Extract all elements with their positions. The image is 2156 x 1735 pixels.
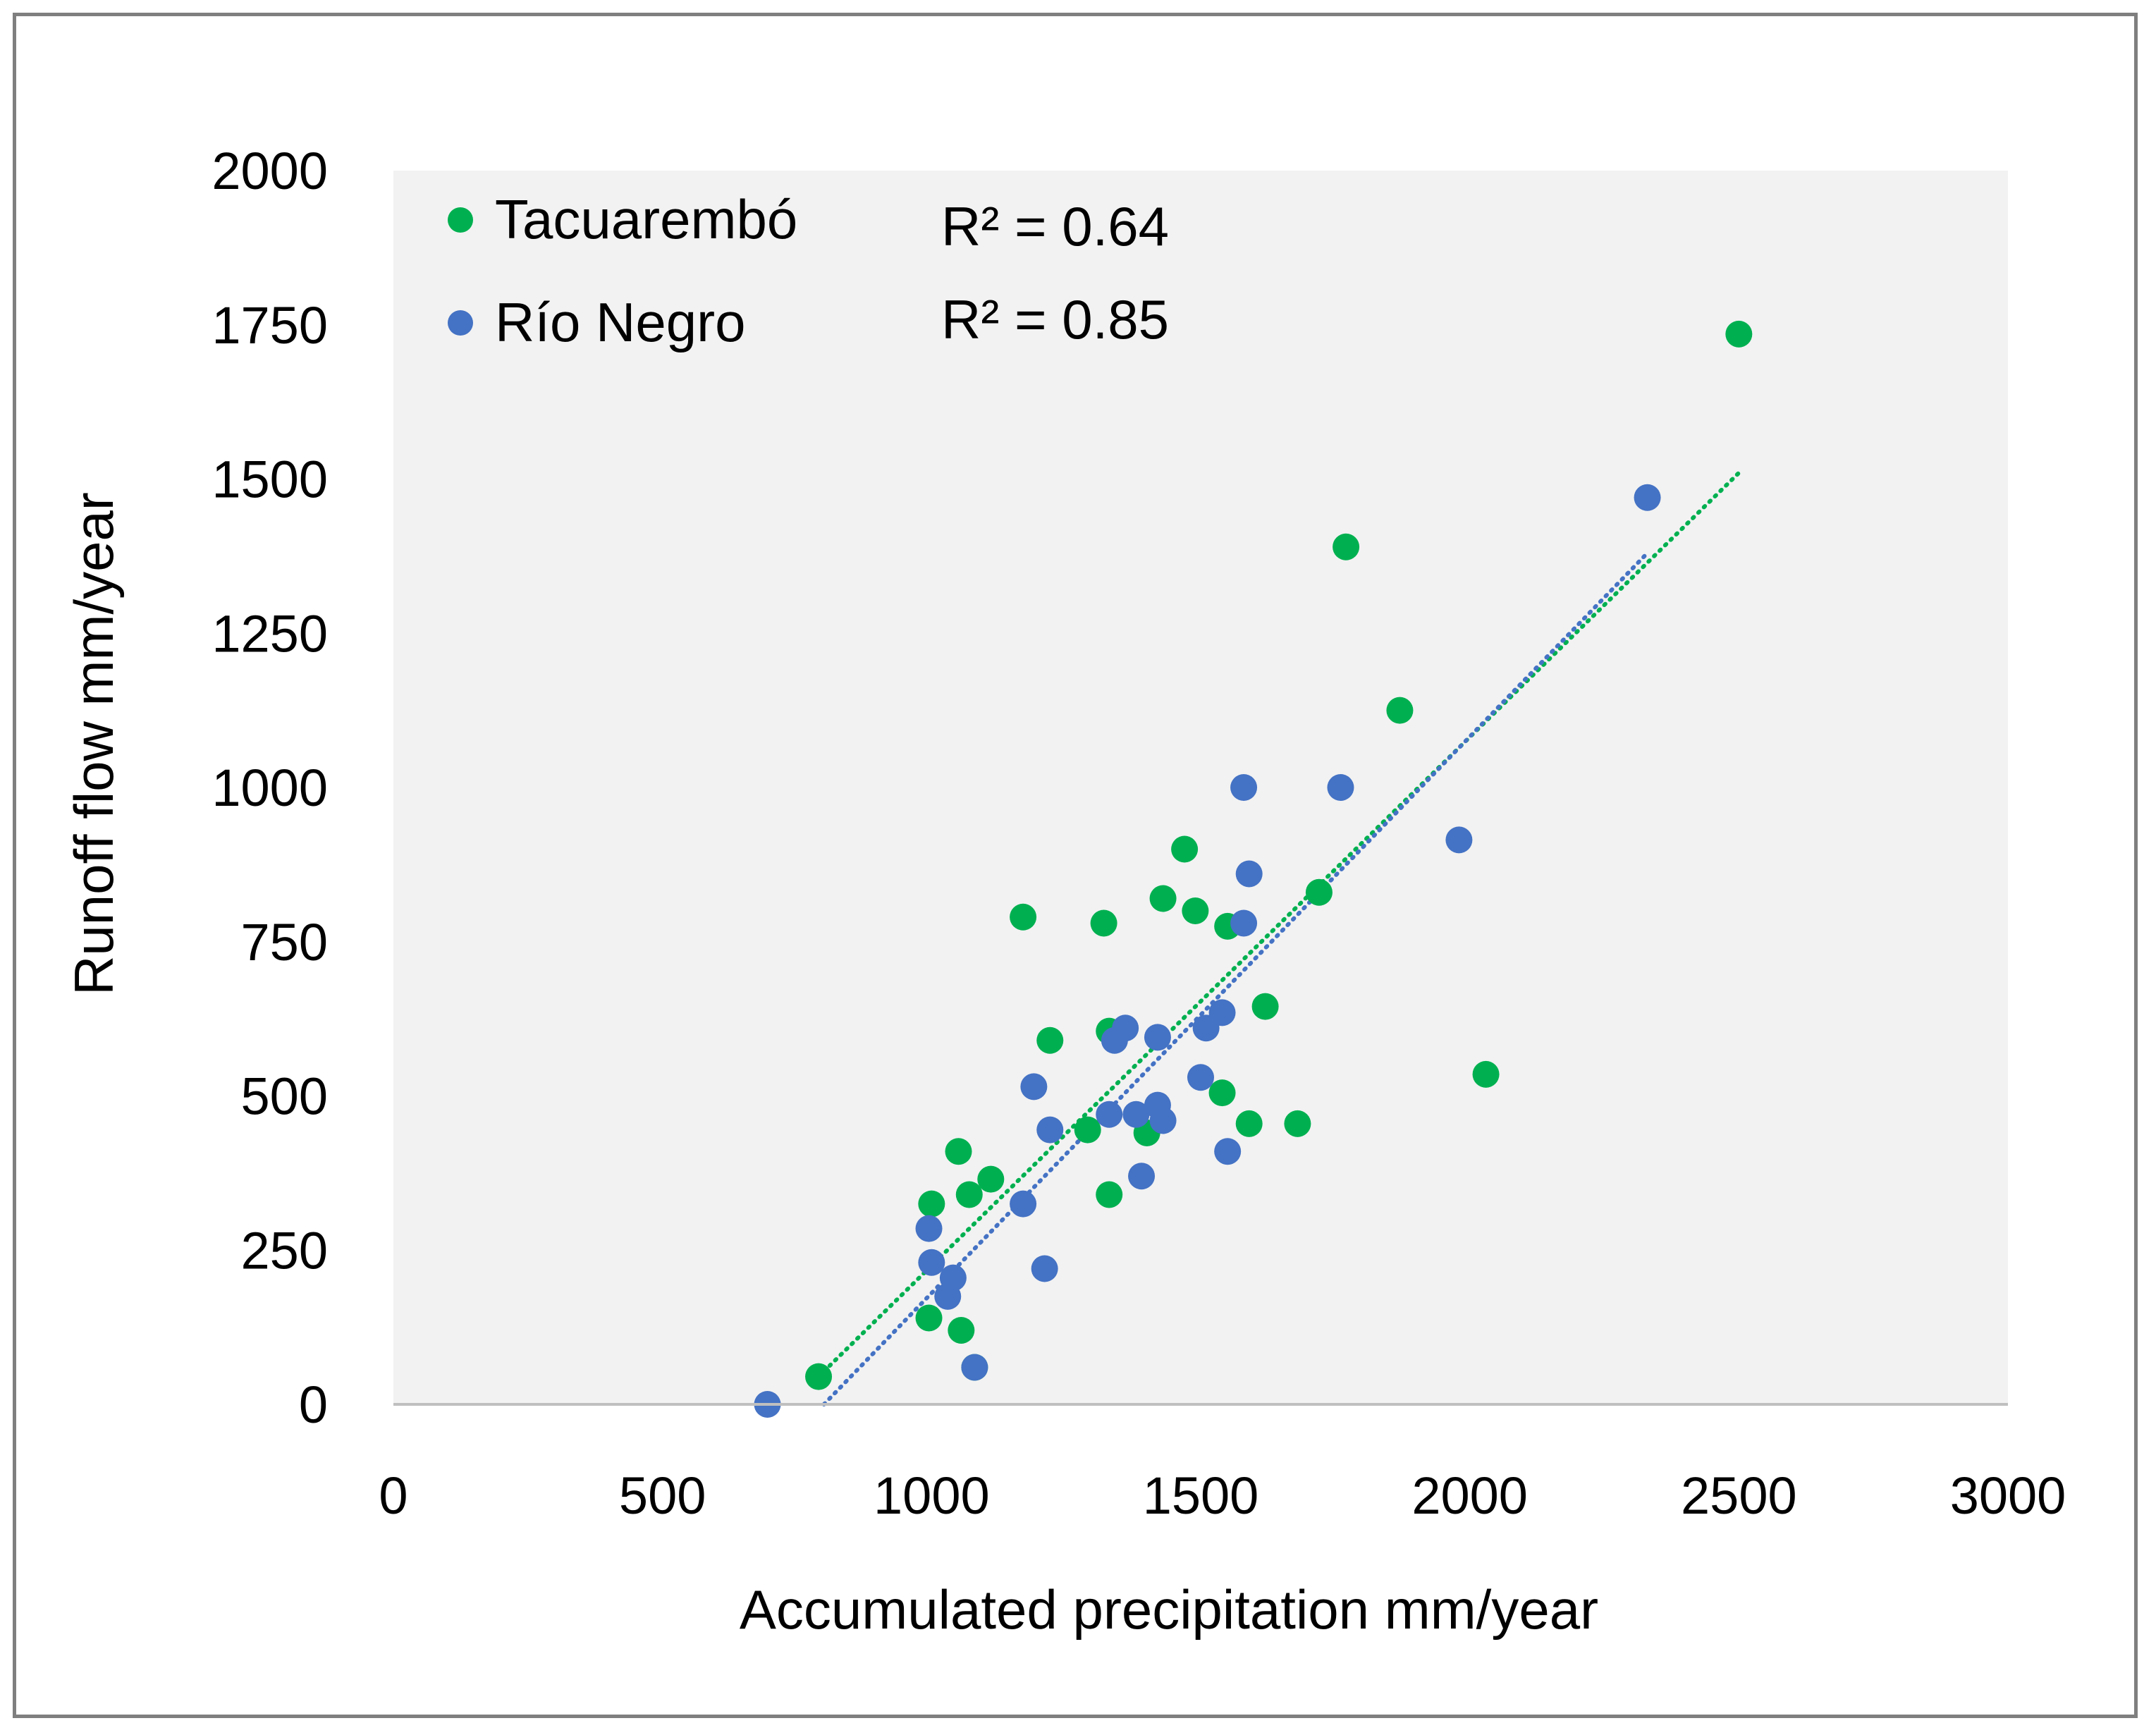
y-tick-label: 1250: [212, 604, 328, 663]
data-point-rio-negro: [1230, 909, 1258, 937]
legend-label-rio-negro: Río Negro: [495, 291, 746, 353]
data-point-tacuarembo: [1305, 878, 1333, 906]
data-point-tacuarembo: [918, 1190, 945, 1218]
x-tick-label: 2500: [1681, 1466, 1797, 1525]
x-tick-label: 1500: [1143, 1466, 1259, 1525]
y-tick-label: 1000: [212, 759, 328, 817]
y-tick-label: 1500: [212, 450, 328, 509]
y-tick-label: 0: [299, 1375, 328, 1434]
data-point-rio-negro: [1112, 1014, 1139, 1042]
data-point-rio-negro: [915, 1215, 943, 1242]
data-point-tacuarembo: [1036, 1026, 1064, 1054]
plot-area: [393, 171, 2008, 1404]
data-point-tacuarembo: [805, 1363, 833, 1390]
data-points: [754, 320, 1753, 1418]
data-point-tacuarembo: [1149, 885, 1177, 912]
data-point-tacuarembo: [945, 1138, 972, 1165]
r2-label-tacuarembo: R² = 0.64: [941, 195, 1169, 257]
data-point-rio-negro: [1128, 1163, 1156, 1190]
data-point-rio-negro: [1235, 860, 1263, 888]
data-point-rio-negro: [1096, 1101, 1123, 1128]
legend-label-tacuarembo: Tacuarembó: [495, 188, 797, 250]
data-point-tacuarembo: [955, 1181, 983, 1208]
data-point-tacuarembo: [1182, 897, 1209, 924]
x-tick-label: 500: [619, 1466, 706, 1525]
y-tick-label: 250: [241, 1221, 328, 1280]
data-point-tacuarembo: [1090, 909, 1117, 937]
data-point-tacuarembo: [1235, 1110, 1263, 1137]
data-point-rio-negro: [1031, 1255, 1058, 1282]
data-point-tacuarembo: [1333, 533, 1360, 560]
data-point-rio-negro: [1214, 1138, 1242, 1165]
data-point-rio-negro: [1230, 774, 1258, 801]
data-point-rio-negro: [939, 1264, 967, 1292]
trendlines: [816, 470, 1741, 1406]
data-point-tacuarembo: [1171, 835, 1199, 863]
x-tick-label: 0: [379, 1466, 408, 1525]
y-tick-label: 500: [241, 1067, 328, 1126]
data-point-rio-negro: [1020, 1073, 1048, 1101]
tick-labels: 0 500 1000 1500 2000 2500 3000 0 250 500 750 1000 12…: [212, 142, 2066, 1525]
x-axis-title: Accumulated precipitation mm/year: [740, 1578, 1598, 1641]
legend: Tacuarembó Río Negro R² = 0.64 R² = 0.85: [448, 188, 1169, 353]
data-point-tacuarembo: [1386, 697, 1414, 724]
x-tick-label: 3000: [1950, 1466, 2066, 1525]
data-point-tacuarembo: [1010, 903, 1037, 931]
trendline-tacuarembo: [816, 470, 1741, 1379]
data-point-rio-negro: [1149, 1107, 1177, 1134]
data-point-tacuarembo: [1208, 1079, 1236, 1107]
data-point-tacuarembo: [1472, 1060, 1500, 1088]
data-point-rio-negro: [1144, 1024, 1171, 1051]
y-tick-label: 2000: [212, 142, 328, 200]
data-point-rio-negro: [1445, 826, 1473, 854]
y-tick-label: 1750: [212, 296, 328, 355]
data-point-tacuarembo: [1284, 1110, 1311, 1137]
data-point-tacuarembo: [977, 1165, 1005, 1193]
data-point-rio-negro: [1122, 1101, 1150, 1128]
legend-marker-tacuarembo: [448, 207, 473, 233]
data-point-rio-negro: [1187, 1064, 1214, 1091]
data-point-rio-negro: [1036, 1116, 1064, 1144]
trendline-rio-negro: [821, 551, 1650, 1406]
data-point-rio-negro: [1208, 999, 1236, 1026]
data-point-tacuarembo: [1251, 993, 1279, 1020]
data-point-rio-negro: [1010, 1190, 1037, 1218]
x-tick-label: 2000: [1411, 1466, 1528, 1525]
data-point-rio-negro: [1327, 774, 1354, 801]
legend-marker-rio-negro: [448, 310, 473, 336]
data-point-tacuarembo: [1096, 1181, 1123, 1208]
x-tick-label: 1000: [874, 1466, 990, 1525]
data-point-tacuarembo: [1725, 320, 1753, 348]
data-point-rio-negro: [961, 1354, 988, 1381]
y-axis-title: Runoff flow mm/year: [63, 492, 125, 995]
y-tick-label: 750: [241, 913, 328, 971]
r2-label-rio-negro: R² = 0.85: [941, 288, 1169, 350]
data-point-tacuarembo: [915, 1304, 943, 1332]
data-point-rio-negro: [1634, 484, 1661, 511]
data-point-tacuarembo: [948, 1317, 975, 1344]
data-point-tacuarembo: [1074, 1116, 1101, 1144]
data-point-rio-negro: [918, 1249, 945, 1276]
